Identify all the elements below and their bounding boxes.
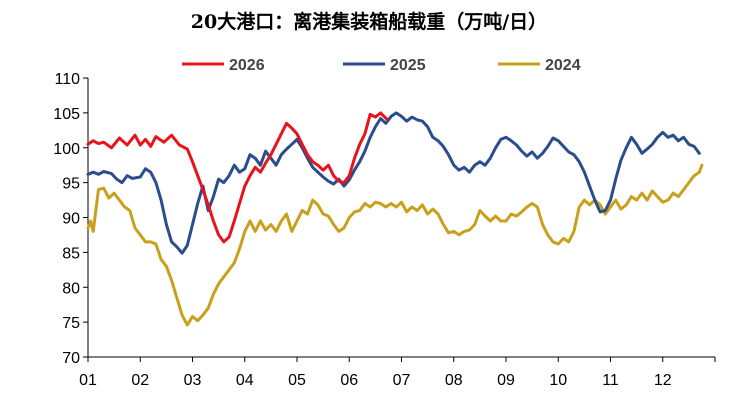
x-tick-label: 11 — [602, 372, 619, 389]
legend-label-2026: 2026 — [229, 57, 265, 74]
y-tick-label: 110 — [54, 71, 80, 88]
x-tick-label: 06 — [340, 372, 358, 389]
x-tick-label: 12 — [654, 372, 672, 389]
legend-label-2025: 2025 — [390, 57, 426, 74]
series-line-2024 — [86, 163, 704, 327]
x-tick-label: 07 — [393, 372, 411, 389]
legend: 2026 2025 2024 — [182, 57, 581, 74]
x-tick-label: 05 — [288, 372, 306, 389]
legend-label-2024: 2024 — [545, 57, 581, 74]
axes: 70 75 80 85 90 95 100 105 110 01 02 03 04 05 06 07 08 09 1… — [53, 71, 716, 389]
y-tick-label: 70 — [62, 350, 80, 367]
x-tick-label: 10 — [549, 372, 567, 389]
chart-title: 20大港口：离港集装箱船载重（万吨/日） — [191, 10, 547, 33]
y-tick-label: 75 — [62, 315, 80, 332]
y-tick-label: 90 — [62, 211, 80, 228]
y-tick-label: 85 — [62, 245, 80, 262]
x-tick-label: 04 — [236, 372, 254, 389]
x-tick-label: 09 — [497, 372, 515, 389]
y-tick-label: 95 — [62, 176, 80, 193]
series-line-2026 — [86, 111, 389, 244]
x-tick-label: 01 — [79, 372, 97, 389]
x-tick-label: 03 — [184, 372, 202, 389]
x-tick-label: 02 — [131, 372, 149, 389]
y-tick-label: 100 — [53, 141, 80, 158]
series-line-2025 — [86, 111, 701, 255]
x-tick-label: 08 — [445, 372, 463, 389]
y-tick-label: 105 — [53, 106, 80, 123]
series-layer — [86, 111, 704, 327]
y-tick-label: 80 — [62, 280, 80, 297]
